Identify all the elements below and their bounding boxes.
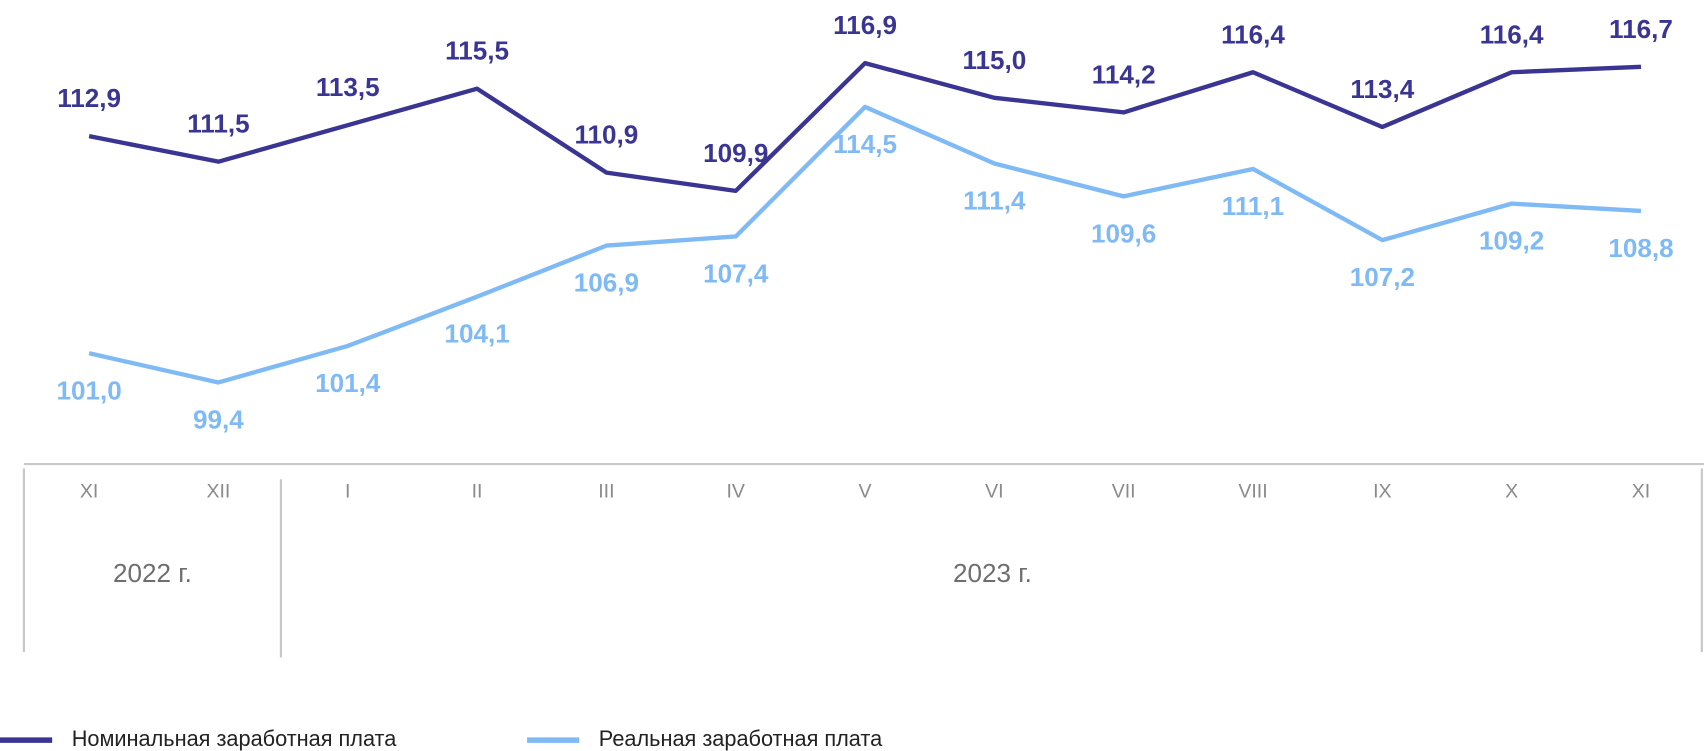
data-label: 111,4 [963,186,1026,216]
data-label: 112,9 [57,83,121,113]
data-label: 106,9 [574,268,639,298]
group-label: 2023 г. [953,558,1032,588]
legend-label: Номинальная заработная плата [72,726,398,751]
x-tick-label: VI [985,480,1003,502]
data-label: 107,2 [1350,262,1415,292]
data-label: 101,0 [56,375,121,405]
x-tick-label: VII [1112,480,1136,502]
data-label: 111,5 [187,109,249,139]
data-label: 104,1 [444,319,509,349]
x-tick-label: XI [80,480,98,502]
x-tick-label: XII [206,480,230,502]
data-label: 111,1 [1222,191,1284,221]
data-label: 107,4 [703,258,769,288]
data-label: 108,8 [1608,233,1673,263]
data-label: 113,4 [1350,74,1414,104]
x-tick-label: II [472,480,483,502]
data-label: 110,9 [574,120,638,150]
data-label: 114,5 [833,129,897,159]
data-label: 101,4 [315,368,381,398]
x-tick-label: VIII [1238,480,1267,502]
data-label: 116,4 [1221,19,1285,49]
group-label: 2022 г. [113,558,192,588]
data-label: 116,4 [1480,19,1544,49]
series-line [88,60,1642,194]
data-label: 115,5 [445,36,509,66]
data-label: 114,2 [1092,59,1156,89]
data-label: 109,9 [703,138,768,168]
data-label: 113,5 [316,72,380,102]
data-label: 109,6 [1091,218,1156,248]
data-label: 109,2 [1479,226,1544,256]
x-tick-label: III [598,480,614,502]
x-tick-label: V [859,480,872,502]
data-label: 99,4 [193,404,244,434]
x-tick-label: I [345,480,350,502]
data-label: 116,9 [833,10,897,40]
legend-label: Реальная заработная плата [599,726,883,751]
x-tick-label: IV [726,480,744,502]
x-tick-label: X [1505,480,1518,502]
x-tick-label: IX [1373,480,1391,502]
data-label: 116,7 [1609,14,1673,44]
x-tick-label: XI [1632,480,1650,502]
data-label: 115,0 [962,45,1026,75]
series-line [88,104,1642,385]
